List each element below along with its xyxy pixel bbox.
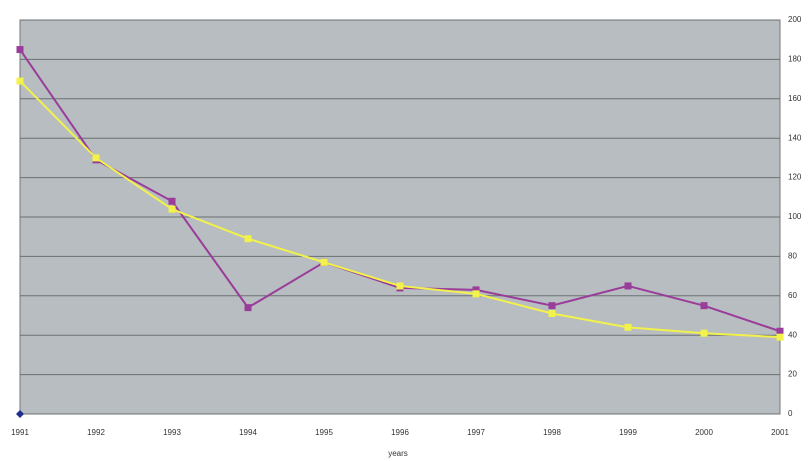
x-tick-label: 1997 — [467, 428, 485, 437]
data-point — [16, 410, 24, 418]
x-tick-label: 1992 — [87, 428, 105, 437]
data-point — [244, 235, 252, 243]
data-point — [320, 258, 328, 266]
data-point — [472, 290, 480, 298]
data-point — [16, 77, 24, 85]
data-point — [548, 310, 556, 318]
x-tick-label: 2001 — [771, 428, 789, 437]
data-point — [700, 302, 708, 310]
data-point — [548, 302, 556, 310]
data-point — [776, 327, 784, 335]
x-tick-label: 1993 — [163, 428, 181, 437]
x-tick-label: 1999 — [619, 428, 637, 437]
y-tick-label: 140 — [788, 133, 802, 142]
x-tick-label: 1998 — [543, 428, 561, 437]
y-tick-label: 80 — [788, 252, 797, 261]
data-point — [168, 197, 176, 205]
x-tick-label: 2000 — [695, 428, 713, 437]
data-point — [700, 329, 708, 337]
y-tick-label: 120 — [788, 173, 802, 182]
x-tick-label: 1996 — [391, 428, 409, 437]
x-tick-label: 1994 — [239, 428, 257, 437]
y-tick-label: 40 — [788, 330, 797, 339]
x-tick-label: 1991 — [11, 428, 29, 437]
data-point — [396, 282, 404, 290]
y-tick-label: 20 — [788, 370, 797, 379]
data-point — [16, 46, 24, 54]
data-point — [472, 286, 480, 294]
y-tick-label: 0 — [788, 409, 793, 418]
data-point — [244, 304, 252, 312]
y-tick-label: 60 — [788, 291, 797, 300]
data-point — [92, 154, 100, 162]
y-tick-label: 200 — [788, 15, 802, 24]
y-tick-label: 160 — [788, 94, 802, 103]
data-point — [776, 333, 784, 341]
data-point — [624, 282, 632, 290]
data-point — [168, 205, 176, 213]
y-tick-label: 100 — [788, 212, 802, 221]
y-tick-label: 180 — [788, 55, 802, 64]
data-point — [624, 323, 632, 331]
x-axis-title: years — [388, 449, 408, 458]
x-tick-label: 1995 — [315, 428, 333, 437]
